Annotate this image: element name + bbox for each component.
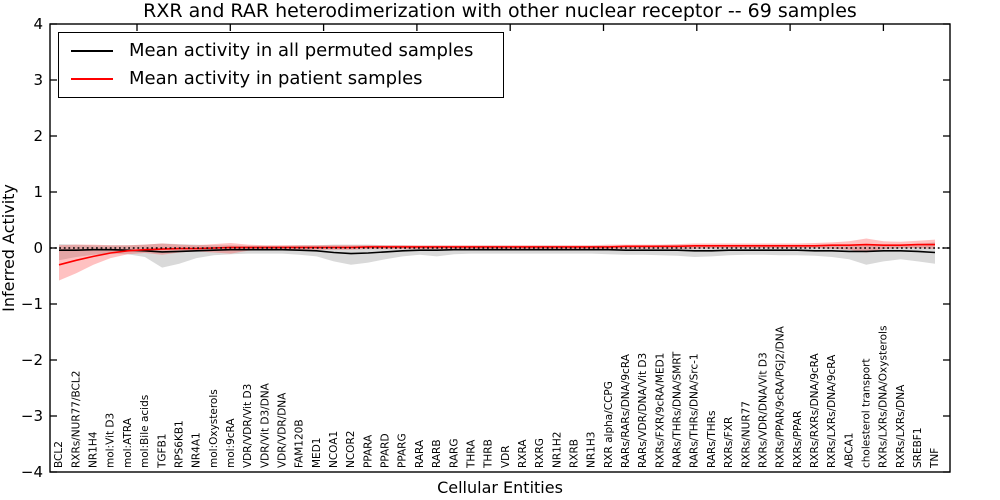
x-tick-label: VDR/VDR/Vit D3 <box>242 384 254 468</box>
x-tick-label: THRA <box>465 439 477 469</box>
x-tick-label: RXR alpha/CCPG <box>603 381 615 468</box>
permuted-mean-line <box>59 248 936 255</box>
y-tick-label: −1 <box>21 295 43 313</box>
x-tick-label: RARB <box>431 439 443 468</box>
x-tick-label: RXRB <box>568 439 580 468</box>
y-tick-label: 4 <box>33 15 43 33</box>
y-tick-label: −4 <box>21 463 43 481</box>
x-tick-label: RARs/THRs <box>706 411 718 468</box>
x-tick-label: NR1H3 <box>586 432 598 468</box>
x-axis-label: Cellular Entities <box>437 478 563 497</box>
patient-mean-line <box>58 243 935 266</box>
legend: Mean activity in all permuted samples Me… <box>58 32 504 98</box>
legend-item: Mean activity in all permuted samples <box>71 42 503 60</box>
x-tick-label: RXRA <box>517 439 529 468</box>
x-tick-label: NR1H4 <box>88 431 100 468</box>
y-tick-label: 3 <box>33 71 43 89</box>
x-tick-label: NCOR2 <box>345 431 357 468</box>
x-tick-label: MED1 <box>311 438 323 468</box>
x-tick-label: cholesterol transport <box>860 358 872 468</box>
x-tick-label: RARs/RARs/DNA/9cRA <box>620 353 632 468</box>
x-tick-label: mol:Oxysterols <box>208 389 220 468</box>
x-tick-label: NCOA1 <box>328 431 340 468</box>
x-tick-label: mol:Bile acids <box>139 395 151 468</box>
x-tick-label: ABCA1 <box>843 433 855 468</box>
x-tick-label: NR1H2 <box>551 432 563 468</box>
x-tick-label: VDR <box>500 445 512 468</box>
x-tick-label: RXRs/RXRs/DNA/9cRA <box>809 352 821 468</box>
x-tick-label: RXRs/LXRs/DNA <box>895 384 907 468</box>
x-tick-label: VDR/Vit D3/DNA <box>259 382 271 468</box>
y-tick-label: −3 <box>21 407 43 425</box>
x-tick-label: RARG <box>448 439 460 469</box>
legend-item: Mean activity in patient samples <box>71 67 503 89</box>
x-tick-label: RARs/THRs/DNA/Src-1 <box>689 353 701 468</box>
legend-label-permuted: Mean activity in all permuted samples <box>129 40 474 62</box>
x-tick-label: RXRG <box>534 438 546 468</box>
x-tick-label: RXRs/FXR <box>723 417 735 468</box>
x-tick-label: RXRs/NUR77 <box>740 401 752 468</box>
chart-title: RXR and RAR heterodimerization with othe… <box>143 0 857 22</box>
y-axis-label: Inferred Activity <box>0 184 18 312</box>
x-tick-label: PPARD <box>380 433 392 468</box>
legend-line-permuted-samples-icon <box>71 50 113 53</box>
x-tick-label: NR4A1 <box>191 432 203 468</box>
x-tick-label: RXRs/VDR/DNA/Vit D3 <box>757 352 769 468</box>
y-tick-label: 2 <box>33 127 43 145</box>
x-tick-label: VDR/VDR/DNA <box>276 392 288 468</box>
x-tick-label: RARs/THRs/DNA/SMRT <box>672 351 684 468</box>
x-tick-label: RXRs/NUR77/BCL2 <box>70 371 82 468</box>
x-tick-label: SREBF1 <box>912 427 924 468</box>
x-tick-label: RARs/VDR/DNA/Vit D3 <box>637 353 649 468</box>
x-tick-label: THRB <box>483 439 495 469</box>
y-tick-label: 0 <box>33 239 43 257</box>
legend-label-patient: Mean activity in patient samples <box>129 67 423 89</box>
x-tick-label: mol:Vit D3 <box>105 413 117 468</box>
x-tick-label: RXRs/PPAR/9cRA/PGJ2/DNA <box>775 325 787 468</box>
x-tick-label: RXRs/LXRs/DNA/9cRA <box>826 354 838 468</box>
y-tick-label: −2 <box>21 351 43 369</box>
permuted-confidence-band <box>59 242 935 268</box>
x-tick-label: FAM120B <box>294 419 306 468</box>
x-tick-label: RPS6KB1 <box>173 420 185 468</box>
x-tick-label: TNF <box>929 448 941 469</box>
y-tick-label: 1 <box>33 183 43 201</box>
x-tick-label: PPARA <box>362 434 374 468</box>
x-tick-label: RXRs/LXRs/DNA/Oxysterols <box>878 326 890 468</box>
x-tick-label: RXRs/FXR/9cRA/MED1 <box>654 353 666 468</box>
x-tick-label: mol:9cRA <box>225 418 237 468</box>
x-tick-label: TGFB1 <box>156 434 168 469</box>
x-tick-label: mol:ATRA <box>122 417 134 468</box>
x-tick-label: BCL2 <box>53 441 65 468</box>
x-tick-label: RARA <box>414 439 426 468</box>
legend-line-patient-samples-icon <box>71 77 113 80</box>
x-tick-label: RXRs/PPAR <box>792 411 804 468</box>
x-tick-label: PPARG <box>397 433 409 468</box>
